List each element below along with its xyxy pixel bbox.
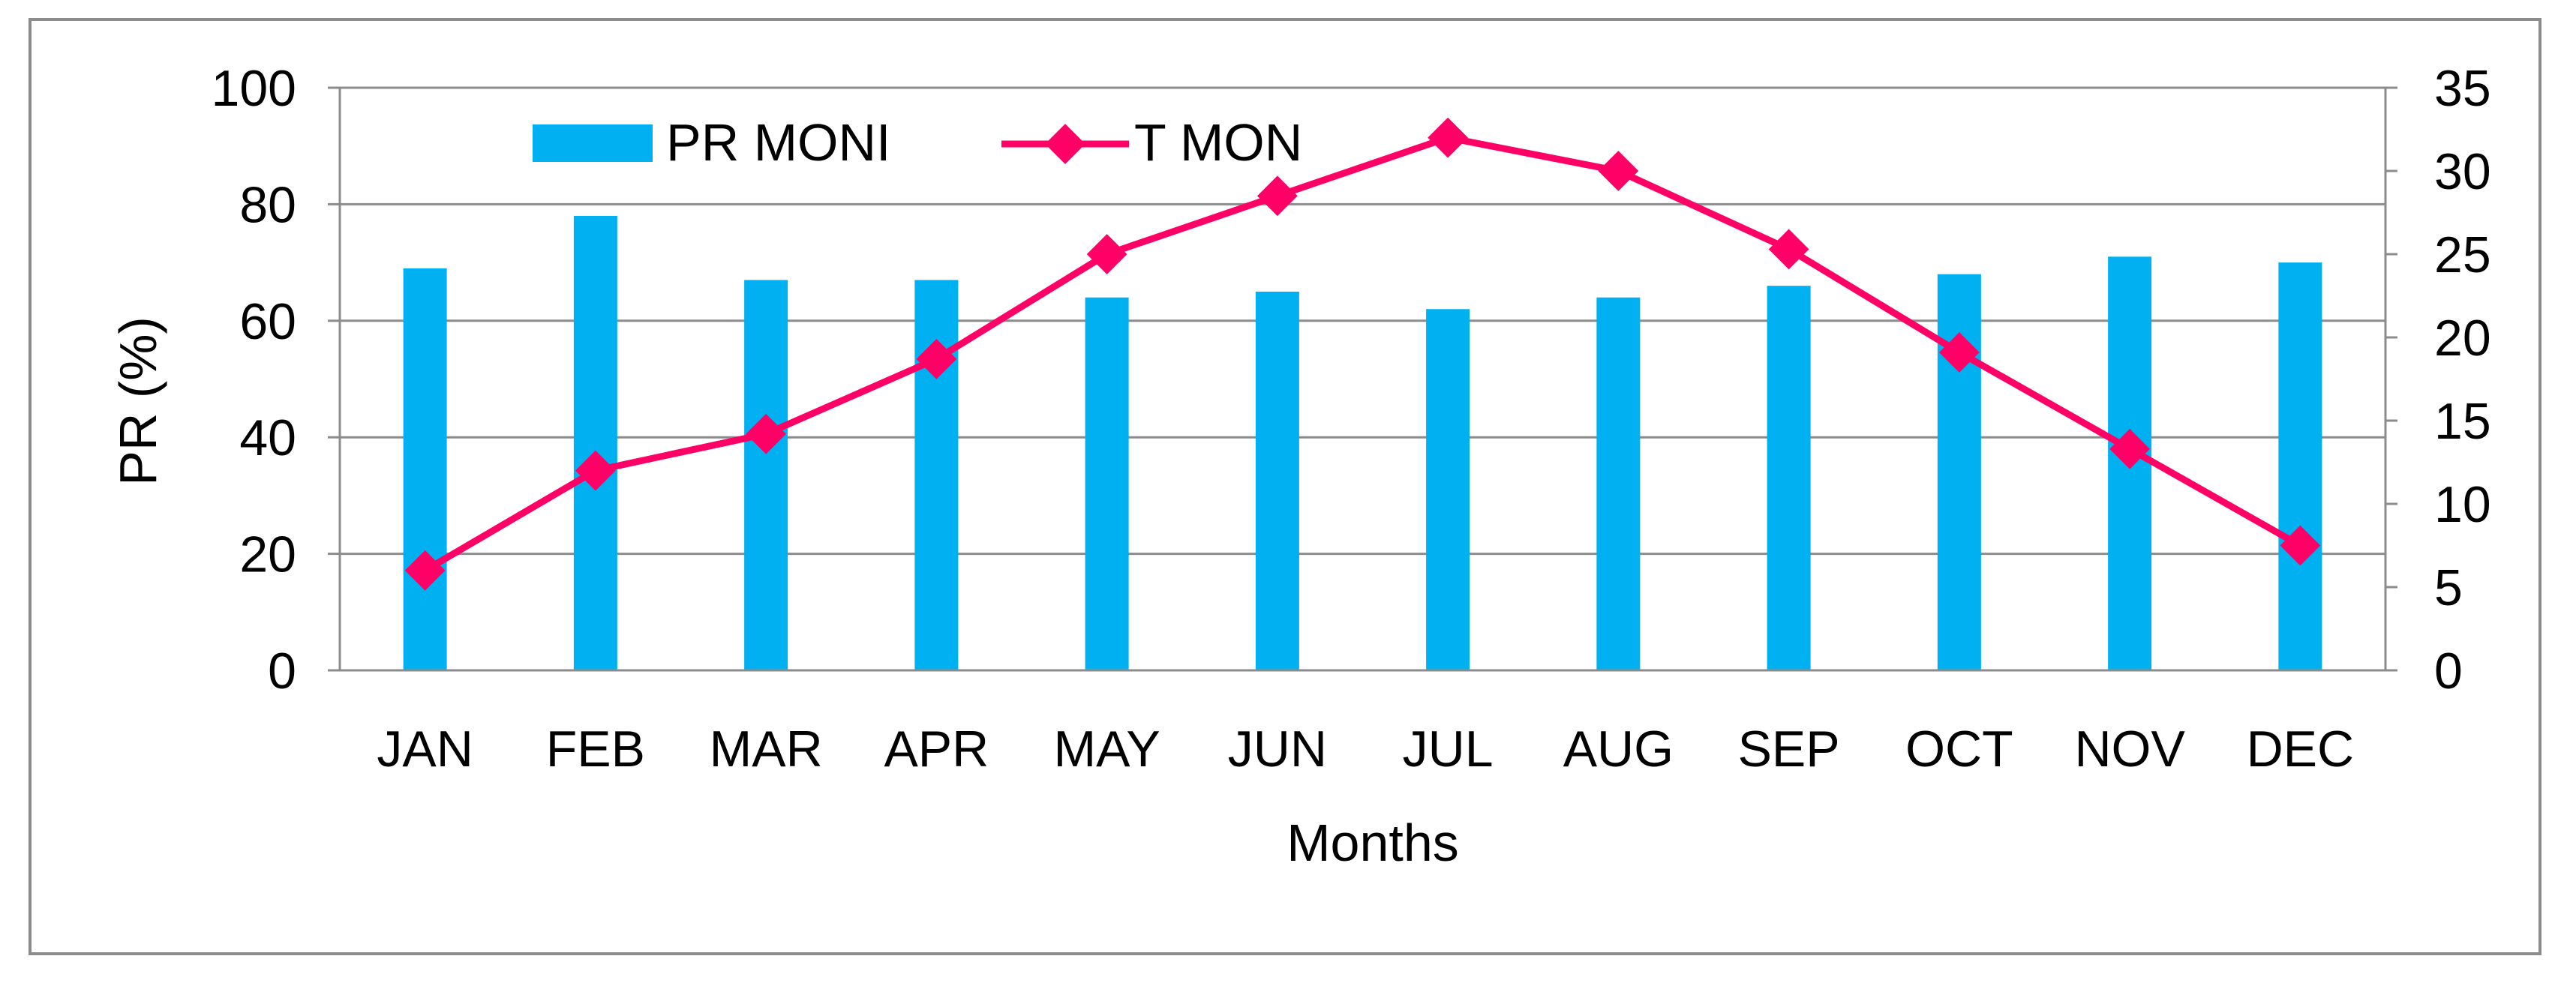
x-axis-category-label: JUL — [1403, 721, 1494, 778]
y-axis-title: PR (%) — [109, 316, 167, 486]
legend-swatch-pr-moni — [533, 124, 653, 162]
legend-label-pr-moni: PR MONI — [666, 113, 890, 172]
line-series-t-mon — [404, 117, 2321, 591]
bar-sep — [1767, 286, 1811, 670]
y-axis-right-tick-label: 0 — [2434, 643, 2463, 700]
y-axis-right-tick-label: 5 — [2434, 559, 2463, 616]
y-axis-right-tick-label: 15 — [2434, 393, 2491, 450]
x-axis-category-label: APR — [884, 721, 989, 778]
y-axis-left-tick-label: 60 — [239, 293, 296, 350]
y-axis-left-tick-label: 80 — [239, 176, 296, 233]
point-t-mon-may — [1086, 234, 1127, 274]
bar-feb — [573, 215, 617, 670]
x-axis-category-label: FEB — [546, 721, 645, 778]
legend-label-t-mon: T MON — [1134, 113, 1302, 172]
legend-swatch-marker-t-mon — [1045, 124, 1085, 164]
point-t-mon-jul — [1428, 117, 1468, 158]
y-axis-right-tick-label: 35 — [2434, 60, 2491, 117]
x-axis-category-label: SEP — [1738, 721, 1840, 778]
y-axis-left-ticks: 0 20 40 60 80 100 — [212, 60, 296, 700]
point-t-mon-sep — [1768, 229, 1809, 270]
y-axis-left-tick-label: 20 — [239, 526, 296, 583]
y-axis-right-tick-label: 20 — [2434, 310, 2491, 367]
x-axis-category-label: JAN — [377, 721, 473, 778]
bar-may — [1085, 297, 1129, 670]
bar-jun — [1255, 291, 1299, 670]
y-axis-right-ticks: 0 5 10 15 20 25 30 35 — [2434, 60, 2491, 700]
y-axis-right-tick-label: 10 — [2434, 476, 2491, 533]
x-axis-category-label: MAY — [1053, 721, 1160, 778]
x-axis-category-label: OCT — [1905, 721, 2013, 778]
y-axis-right-tick-label: 25 — [2434, 226, 2491, 283]
y-axis-left-tick-label: 100 — [212, 60, 296, 117]
axes — [328, 86, 2397, 672]
x-axis-category-label: DEC — [2247, 721, 2355, 778]
x-axis-category-label: MAR — [710, 721, 823, 778]
bar-apr — [914, 280, 959, 670]
bar-aug — [1596, 297, 1641, 670]
x-axis-category-label: NOV — [2074, 721, 2185, 778]
bar-series-pr-moni — [403, 215, 2322, 671]
y-axis-right-tick-label: 30 — [2434, 143, 2491, 200]
bar-jul — [1426, 309, 1470, 670]
y-axis-left-tick-label: 0 — [268, 643, 296, 700]
x-axis-title: Months — [1286, 814, 1459, 872]
x-axis-category-label: JUN — [1228, 721, 1327, 778]
bar-dec — [2278, 262, 2322, 671]
point-t-mon-aug — [1598, 151, 1639, 191]
gridlines — [340, 86, 2385, 672]
bar-mar — [744, 280, 788, 670]
legend: PR MONI T MON — [533, 113, 1302, 172]
point-t-mon-jun — [1257, 175, 1298, 217]
t-mon-line — [423, 134, 2302, 574]
bar-jan — [403, 268, 447, 670]
y-axis-left-tick-label: 40 — [239, 409, 296, 466]
x-axis-category-labels: JAN FEB MAR APR MAY JUN JUL AUG SEP OCT NOV DEC — [377, 721, 2354, 778]
x-axis-category-label: AUG — [1563, 721, 1674, 778]
